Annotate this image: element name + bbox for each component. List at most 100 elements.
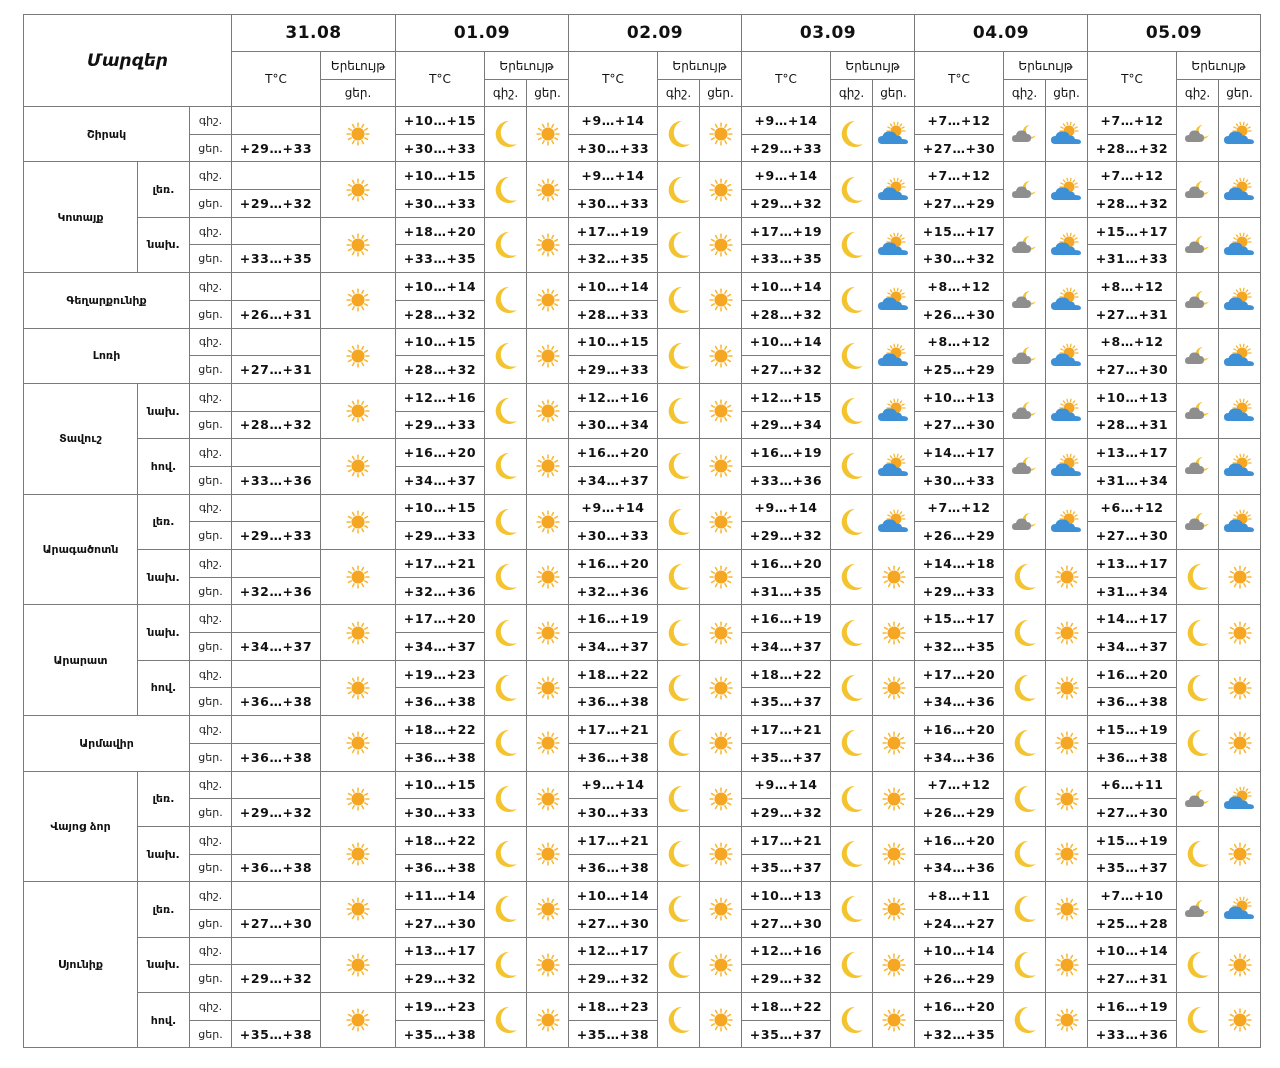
sun-icon xyxy=(708,1008,733,1032)
sun-icon xyxy=(346,565,370,589)
partly-cloudy-icon xyxy=(877,454,908,477)
sun-icon xyxy=(881,676,906,700)
sun-icon xyxy=(535,288,560,312)
day-phenomenon-cell xyxy=(699,382,742,440)
day-temperature: +36…+38 xyxy=(568,742,658,772)
night-temperature: +16…+20 xyxy=(1087,659,1177,689)
night-phenomenon-cell xyxy=(484,825,527,883)
moon-icon xyxy=(495,508,517,535)
sun-icon xyxy=(708,953,733,977)
night-temperature: +17…+19 xyxy=(741,216,831,246)
night-phenomenon-cell xyxy=(830,216,873,274)
day-temperature: +28…+32 xyxy=(1087,189,1177,218)
table-row: ցեր. +29…+32 +29…+32 +29…+32 +29…+32 +26…+29 +… xyxy=(24,964,1261,993)
table-row: Արագածոտն լեռ. գիշ. +10…+15 +9…+14 +9…+14 +7…+… xyxy=(23,493,1261,606)
partly-cloudy-icon xyxy=(1050,454,1081,477)
night-temperature: +8…+12 xyxy=(1087,272,1177,301)
sun-icon xyxy=(708,620,733,645)
day-temperature: +29…+32 xyxy=(741,798,831,827)
moon-icon xyxy=(841,896,863,923)
day-phenomenon-cell xyxy=(1218,105,1261,163)
day-temperature: +36…+38 xyxy=(231,687,321,717)
moon-icon xyxy=(495,121,517,148)
moon-icon xyxy=(495,1007,517,1034)
day-temperature: +28…+32 xyxy=(395,299,485,329)
date-header: 01.09 xyxy=(395,14,569,52)
day-temperature: +30…+33 xyxy=(568,521,658,550)
day-phenomenon-cell xyxy=(872,438,915,495)
night-temperature xyxy=(231,549,321,578)
region-name: Վայոց ձոր xyxy=(23,770,138,883)
day-temperature: +36…+38 xyxy=(1087,687,1177,717)
time-of-day-label: գիշ. xyxy=(189,382,232,412)
night-temperature: +9…+14 xyxy=(741,161,831,191)
night-temperature: +7…+12 xyxy=(914,493,1004,523)
night-phenomenon-cell xyxy=(1176,493,1219,551)
day-phenomenon-cell xyxy=(872,659,915,717)
region-name: Գեղարքունիք xyxy=(23,272,190,329)
partly-cloudy-icon xyxy=(1223,509,1254,532)
cloud-moon-icon xyxy=(1184,180,1209,198)
cloud-moon-icon xyxy=(1011,125,1036,143)
time-of-day-label: ցեր. xyxy=(189,189,232,218)
moon-icon xyxy=(1187,951,1209,978)
day-phenomenon-cell xyxy=(1045,936,1088,994)
sun-icon xyxy=(1054,1008,1079,1032)
day-subheader: ցեր. xyxy=(1045,79,1088,107)
day-temperature: +29…+33 xyxy=(231,521,321,550)
moon-icon xyxy=(1187,564,1209,591)
day-phenomenon-cell xyxy=(1218,991,1261,1049)
night-phenomenon-cell xyxy=(830,438,873,495)
night-temperature xyxy=(231,715,321,744)
night-phenomenon-cell xyxy=(1176,382,1219,440)
sun-icon xyxy=(881,565,906,589)
day-phenomenon-cell xyxy=(1045,659,1088,717)
time-of-day-label: ցեր. xyxy=(189,964,232,993)
day-temperature: +33…+36 xyxy=(741,465,831,495)
day-phenomenon-cell xyxy=(872,881,915,938)
moon-icon xyxy=(668,176,690,203)
zone-label: լեռ. xyxy=(137,881,190,938)
night-phenomenon-cell xyxy=(830,715,873,772)
day-phenomenon-cell xyxy=(1045,327,1088,384)
day-temperature: +36…+38 xyxy=(395,853,485,883)
region-name: Կոտայք xyxy=(23,161,138,274)
day-temperature: +26…+29 xyxy=(914,964,1004,993)
day-subheader: ցեր. xyxy=(699,79,742,107)
night-temperature: +10…+14 xyxy=(741,327,831,357)
night-phenomenon-cell xyxy=(657,161,700,218)
day-temperature: +28…+32 xyxy=(231,410,321,440)
night-temperature: +10…+13 xyxy=(741,881,831,910)
sun-icon xyxy=(708,897,733,922)
day-temperature: +30…+33 xyxy=(395,133,485,163)
date-header: 04.09 xyxy=(914,14,1088,52)
night-phenomenon-cell xyxy=(1176,216,1219,274)
partly-cloudy-icon xyxy=(1223,121,1254,145)
moon-icon xyxy=(495,841,517,868)
night-temperature: +12…+17 xyxy=(568,936,658,966)
night-temperature xyxy=(231,382,321,412)
day-phenomenon-cell xyxy=(526,770,569,827)
night-temperature xyxy=(231,327,321,357)
day-phenomenon-cell xyxy=(320,991,396,1049)
day-phenomenon-cell xyxy=(1045,991,1088,1049)
night-phenomenon-cell xyxy=(657,438,700,495)
night-phenomenon-cell xyxy=(830,272,873,329)
night-phenomenon-cell xyxy=(1003,493,1046,551)
partly-cloudy-icon xyxy=(1050,232,1081,255)
day-phenomenon-cell xyxy=(1045,438,1088,495)
region-name: Սյունիք xyxy=(23,881,138,1049)
partly-cloudy-icon xyxy=(1050,121,1081,145)
day-temperature: +27…+32 xyxy=(741,355,831,384)
night-temperature xyxy=(231,493,321,523)
night-temperature: +12…+16 xyxy=(395,382,485,412)
day-temperature: +27…+30 xyxy=(1087,355,1177,384)
night-temperature: +14…+18 xyxy=(914,549,1004,578)
table-row: ցեր. +34…+37 +34…+37 +34…+37 +34…+37 +32…+35 +… xyxy=(24,632,1261,661)
sun-icon xyxy=(535,897,560,922)
night-phenomenon-cell xyxy=(484,659,527,717)
day-phenomenon-cell xyxy=(699,327,742,384)
day-phenomenon-cell xyxy=(699,659,742,717)
phenomenon-header: Երեւույթ xyxy=(320,51,396,80)
day-temperature: +26…+31 xyxy=(231,299,321,329)
